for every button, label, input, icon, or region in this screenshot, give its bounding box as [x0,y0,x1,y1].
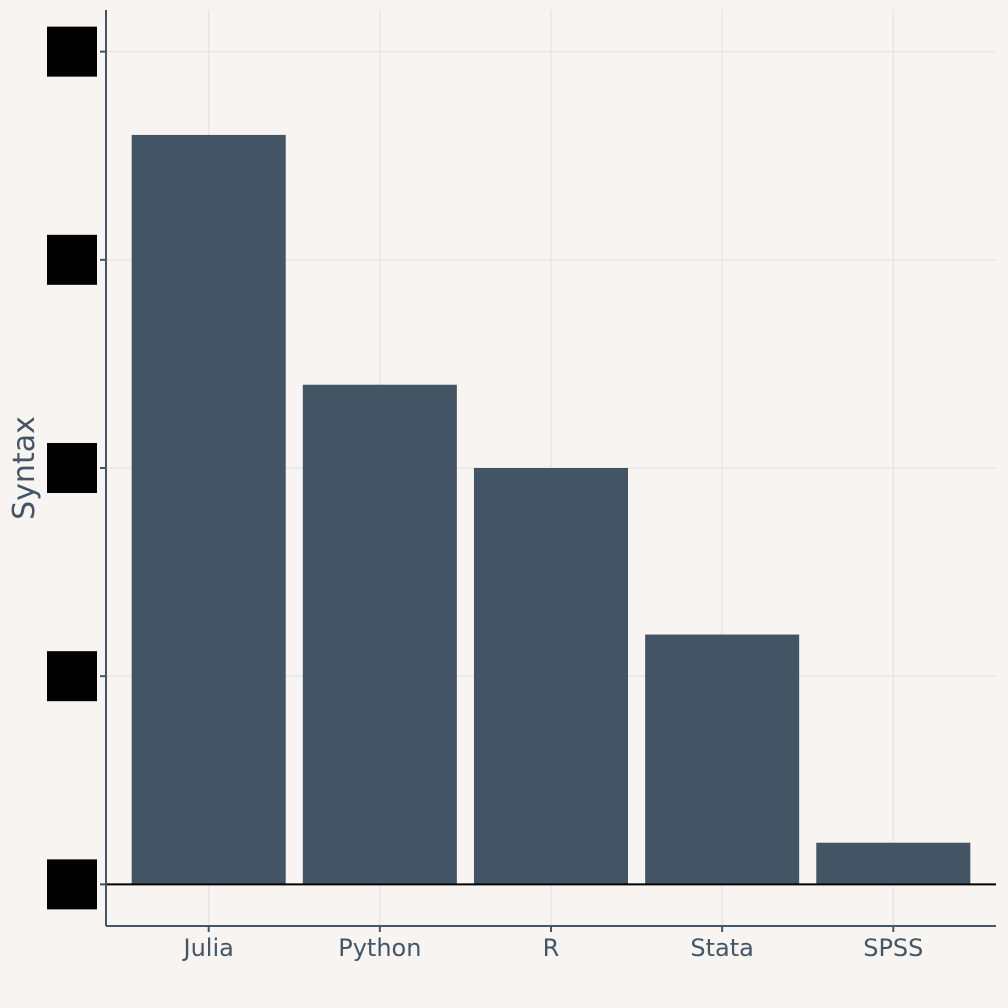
bar-spss [816,842,971,885]
bars [131,134,971,885]
y-tick-label-redacted-3 [47,234,97,285]
y-axis-label: Syntax [7,416,42,520]
x-tick-label-r: R [543,934,560,962]
x-tick-label-julia: Julia [182,934,234,962]
y-tick-label-redacted-4 [47,26,97,77]
bar-python [302,384,457,885]
axes [100,10,996,932]
y-tick-label-redacted-2 [47,443,97,493]
bar-julia [131,134,286,885]
tick-labels: Julia Python R Stata SPSS [47,26,923,962]
y-tick-label-redacted-0 [47,859,97,910]
x-tick-label-spss: SPSS [863,934,923,962]
x-tick-label-stata: Stata [690,934,753,962]
bar-stata [645,634,800,885]
bar-r [473,468,629,885]
x-tick-label-python: Python [338,934,421,962]
y-tick-label-redacted-1 [47,651,97,702]
